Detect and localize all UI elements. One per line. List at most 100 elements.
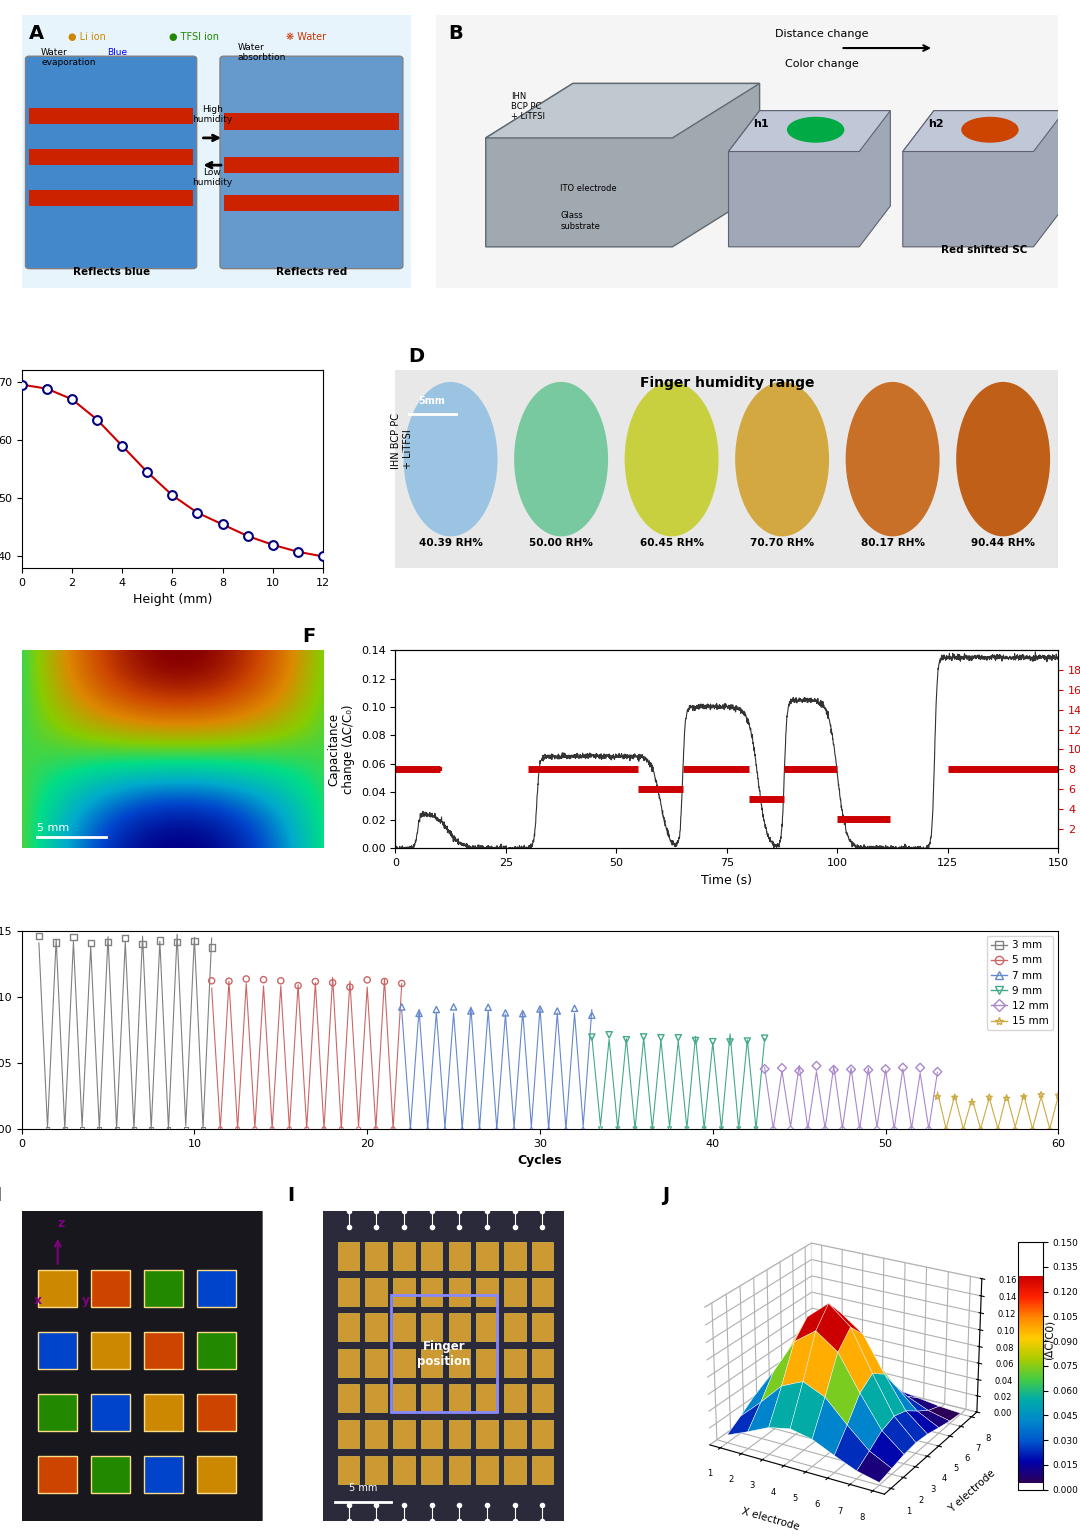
Bar [92,1332,130,1369]
Point [903,1117,920,1141]
Bar [421,1243,443,1270]
Point [428,997,445,1021]
Bar [531,1456,553,1484]
Point [782,1117,799,1141]
Point [505,1117,523,1141]
Point [134,931,151,955]
Point [894,1055,912,1080]
Point [514,1001,531,1026]
Text: ● TFSI ion: ● TFSI ion [170,32,219,41]
Point [138,459,156,484]
Polygon shape [729,111,890,152]
Bar [504,1278,526,1306]
Point [30,923,48,948]
Point [765,1117,782,1141]
Point [168,929,186,954]
Polygon shape [903,111,1065,152]
Point [644,1117,661,1141]
Point [454,1117,471,1141]
Bar [39,1332,77,1369]
Bar [145,1270,183,1307]
Point [972,1117,989,1141]
Bar [145,1393,183,1432]
Point [583,1003,600,1028]
Bar [198,1332,235,1369]
Point [64,387,81,412]
Bar [393,1384,415,1412]
Point [799,1117,816,1141]
Point [791,1058,808,1083]
Point [471,1117,488,1141]
Bar [421,1278,443,1306]
Polygon shape [729,111,890,247]
Point [713,1117,730,1141]
Point [825,1057,842,1081]
Text: Finger
position: Finger position [417,1339,471,1367]
Bar [338,1421,360,1448]
Point [151,928,168,952]
Point [281,1117,298,1141]
Text: Glass
substrate: Glass substrate [561,212,600,230]
FancyBboxPatch shape [26,57,197,269]
Bar [531,1349,553,1376]
Point [99,929,117,954]
Point [384,1117,402,1141]
Point [626,1117,644,1141]
Point [189,501,206,525]
Bar [448,1243,470,1270]
Point [194,1117,212,1141]
Point [851,1117,868,1141]
Point [929,1084,946,1109]
Point [212,1117,229,1141]
Text: Reflects red: Reflects red [275,267,347,276]
Bar [393,1456,415,1484]
Point [265,533,282,558]
Text: 5mm: 5mm [418,396,445,406]
Point [246,1117,264,1141]
Point [419,1117,436,1141]
Text: ITO electrode: ITO electrode [561,184,617,194]
Text: Reflects blue: Reflects blue [72,267,150,276]
Point [678,1117,696,1141]
Point [661,1117,678,1141]
Bar [39,1270,77,1307]
Point [56,1117,73,1141]
FancyBboxPatch shape [220,57,403,269]
Point [143,1117,160,1141]
Text: ❋ Water: ❋ Water [286,32,326,41]
Point [186,928,203,952]
Point [39,1117,56,1141]
Bar [393,1243,415,1270]
Bar [531,1313,553,1341]
Bar [531,1384,553,1412]
Bar [421,1313,443,1341]
X-axis label: Height (mm): Height (mm) [133,593,212,607]
Bar [504,1313,526,1341]
Text: 5 mm: 5 mm [349,1482,377,1493]
Point [989,1117,1007,1141]
Text: H: H [0,1186,2,1204]
Text: h1: h1 [754,120,769,129]
Point [1067,1083,1080,1107]
Point [635,1025,652,1049]
X-axis label: X electrode: X electrode [741,1505,800,1531]
FancyBboxPatch shape [224,195,399,212]
Bar [448,1278,470,1306]
Bar [476,1384,498,1412]
Text: 40.39 RH%: 40.39 RH% [419,538,483,548]
Point [929,1060,946,1084]
Bar [393,1313,415,1341]
Point [834,1117,851,1141]
Point [376,969,393,994]
Point [756,1057,773,1081]
Text: 50.00 RH%: 50.00 RH% [529,538,593,548]
Bar [39,1393,77,1432]
Point [592,1117,609,1141]
Bar [145,1456,183,1493]
Point [220,969,238,994]
Point [687,1028,704,1052]
Bar [504,1349,526,1376]
Point [289,539,307,564]
Bar [476,1421,498,1448]
Text: J: J [662,1186,670,1204]
